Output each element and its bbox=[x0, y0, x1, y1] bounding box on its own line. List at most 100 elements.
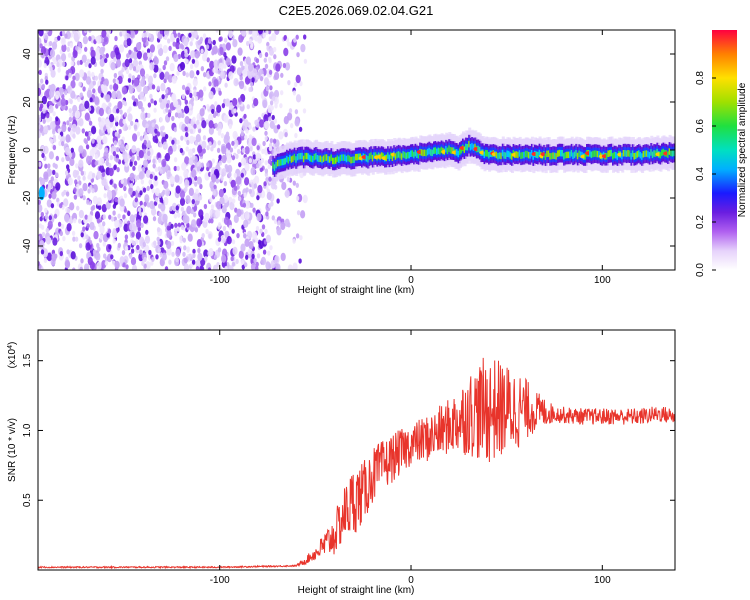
noise-speckle bbox=[248, 137, 252, 143]
noise-speckle bbox=[74, 72, 80, 82]
noise-speckle bbox=[124, 218, 128, 224]
noise-speckle bbox=[203, 72, 207, 78]
noise-speckle bbox=[59, 230, 63, 237]
noise-speckle bbox=[206, 162, 210, 168]
noise-speckle bbox=[252, 154, 257, 160]
noise-speckle bbox=[88, 171, 94, 180]
noise-speckle bbox=[175, 205, 179, 211]
noise-speckle bbox=[81, 54, 87, 63]
noise-speckle bbox=[220, 47, 224, 53]
noise-speckle bbox=[152, 158, 156, 164]
noise-speckle bbox=[110, 254, 114, 260]
noise-speckle bbox=[251, 231, 258, 240]
noise-speckle bbox=[273, 46, 277, 53]
noise-speckle bbox=[185, 146, 189, 152]
noise-speckle bbox=[69, 112, 73, 118]
noise-speckle bbox=[233, 185, 238, 191]
noise-speckle bbox=[217, 247, 222, 253]
noise-speckle bbox=[141, 166, 146, 172]
noise-speckle bbox=[240, 243, 246, 252]
noise-speckle bbox=[148, 125, 154, 134]
noise-speckle bbox=[103, 126, 107, 132]
noise-speckle bbox=[287, 80, 291, 86]
noise-speckle bbox=[159, 168, 163, 174]
noise-speckle bbox=[217, 236, 222, 242]
noise-speckle bbox=[45, 227, 49, 233]
noise-speckle bbox=[228, 123, 233, 129]
noise-speckle bbox=[65, 75, 69, 81]
noise-speckle bbox=[159, 197, 164, 203]
noise-speckle bbox=[295, 94, 302, 103]
noise-speckle bbox=[195, 188, 199, 194]
noise-speckle bbox=[208, 113, 214, 123]
noise-speckle bbox=[199, 36, 204, 43]
noise-speckle bbox=[70, 60, 75, 66]
noise-speckle bbox=[180, 224, 185, 230]
noise-speckle bbox=[223, 181, 228, 187]
noise-speckle bbox=[147, 52, 151, 58]
noise-speckle bbox=[116, 167, 120, 173]
noise-speckle bbox=[263, 77, 270, 86]
noise-speckle bbox=[210, 146, 214, 152]
noise-speckle bbox=[62, 83, 66, 90]
noise-speckle bbox=[176, 104, 182, 114]
noise-speckle bbox=[233, 143, 237, 150]
noise-speckle bbox=[196, 166, 201, 172]
noise-speckle bbox=[251, 68, 258, 77]
noise-speckle bbox=[303, 58, 308, 64]
noise-speckle bbox=[127, 124, 132, 130]
noise-speckle bbox=[157, 152, 161, 158]
noise-speckle bbox=[132, 51, 138, 60]
band-core bbox=[411, 150, 415, 157]
noise-speckle bbox=[85, 242, 91, 251]
noise-speckle bbox=[232, 97, 238, 107]
noise-speckle bbox=[70, 147, 75, 153]
noise-speckle bbox=[257, 184, 263, 194]
noise-speckle bbox=[101, 84, 105, 90]
noise-speckle bbox=[287, 222, 291, 228]
band-core bbox=[299, 152, 303, 160]
band-core bbox=[567, 151, 571, 159]
noise-speckle bbox=[70, 251, 76, 260]
noise-speckle bbox=[236, 233, 240, 239]
noise-speckle bbox=[248, 38, 253, 44]
noise-speckle bbox=[274, 71, 280, 81]
noise-speckle bbox=[91, 138, 95, 144]
noise-speckle bbox=[249, 146, 253, 152]
noise-speckle bbox=[184, 186, 188, 192]
noise-speckle bbox=[248, 63, 254, 72]
noise-speckle bbox=[228, 265, 234, 270]
noise-speckle bbox=[132, 165, 136, 171]
noise-speckle bbox=[244, 162, 250, 172]
noise-speckle bbox=[111, 90, 117, 100]
noise-speckle bbox=[105, 201, 111, 210]
noise-speckle bbox=[260, 256, 266, 266]
noise-speckle bbox=[124, 245, 129, 251]
noise-speckle bbox=[136, 219, 142, 228]
noise-speckle bbox=[144, 235, 151, 244]
noise-speckle bbox=[128, 186, 134, 196]
noise-speckle bbox=[186, 205, 192, 215]
noise-speckle bbox=[174, 174, 180, 183]
noise-speckle bbox=[51, 253, 57, 262]
noise-speckle bbox=[74, 179, 78, 185]
noise-speckle bbox=[230, 256, 234, 262]
colorbar-tick-label: 0.6 bbox=[695, 119, 706, 133]
noise-speckle bbox=[159, 117, 163, 123]
noise-speckle bbox=[90, 49, 96, 59]
colorbar-tick-label: 0.8 bbox=[695, 71, 706, 85]
noise-speckle bbox=[273, 118, 277, 124]
noise-speckle bbox=[92, 88, 96, 94]
noise-speckle bbox=[168, 45, 172, 52]
noise-speckle bbox=[82, 86, 86, 92]
noise-speckle bbox=[213, 59, 219, 68]
noise-speckle bbox=[294, 109, 299, 115]
noise-speckle bbox=[128, 106, 132, 112]
noise-speckle bbox=[303, 34, 307, 40]
band-core bbox=[416, 151, 420, 158]
spectrogram-x-ticks: -100 0 100 bbox=[210, 30, 611, 286]
noise-speckle bbox=[140, 179, 145, 185]
noise-speckle bbox=[139, 200, 143, 206]
band-core bbox=[420, 149, 424, 156]
noise-speckle bbox=[67, 85, 73, 94]
